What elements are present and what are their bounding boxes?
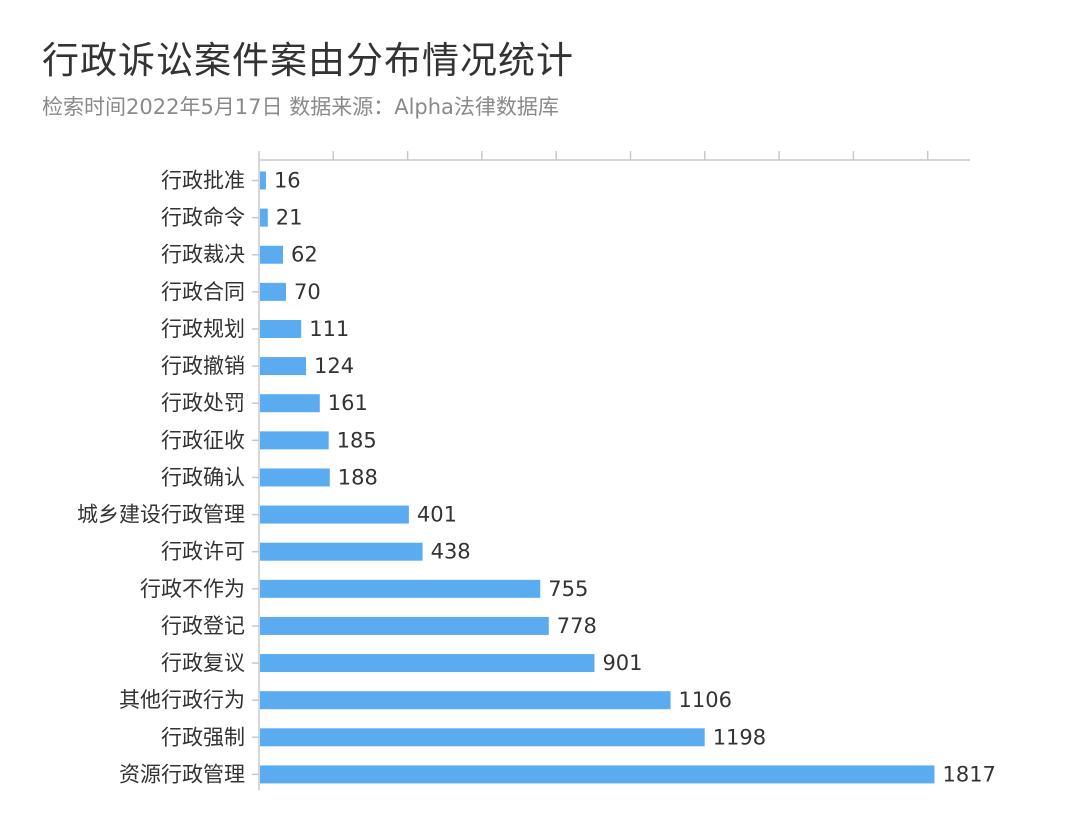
category-label: 行政批准 — [161, 169, 245, 193]
value-label: 185 — [337, 428, 377, 452]
category-label: 行政确认 — [161, 465, 245, 489]
value-label: 188 — [338, 465, 378, 489]
bar — [260, 245, 284, 264]
value-label: 755 — [548, 577, 588, 601]
value-label: 1817 — [942, 762, 995, 786]
bar — [260, 282, 286, 301]
category-label: 行政裁决 — [161, 243, 245, 267]
bar — [260, 394, 320, 413]
category-label: 行政不作为 — [140, 577, 245, 601]
category-label: 行政合同 — [161, 280, 245, 304]
category-label: 城乡建设行政管理 — [77, 503, 245, 527]
bar — [260, 505, 409, 524]
value-label: 778 — [557, 614, 597, 638]
bar — [260, 208, 268, 227]
bar — [260, 319, 302, 338]
category-label: 资源行政管理 — [119, 762, 245, 786]
bar — [260, 765, 935, 784]
category-label: 行政规划 — [161, 317, 245, 341]
bar — [260, 171, 266, 190]
category-label: 行政许可 — [161, 540, 245, 564]
value-label: 438 — [431, 540, 471, 564]
bar — [260, 728, 705, 747]
category-label: 行政复议 — [161, 651, 245, 675]
bar — [260, 542, 423, 561]
category-label: 行政征收 — [161, 428, 245, 452]
value-label: 111 — [309, 317, 349, 341]
value-label: 124 — [314, 354, 354, 378]
value-label: 1198 — [713, 725, 766, 749]
bar — [260, 579, 541, 598]
value-label: 16 — [274, 169, 301, 193]
bar — [260, 431, 329, 450]
category-label: 其他行政行为 — [119, 688, 245, 712]
category-label: 行政处罚 — [161, 391, 245, 415]
category-label: 行政命令 — [161, 206, 245, 230]
value-label: 70 — [294, 280, 321, 304]
value-label: 1106 — [679, 688, 732, 712]
bar — [260, 357, 307, 376]
category-label: 行政登记 — [161, 614, 245, 638]
value-label: 161 — [328, 391, 368, 415]
chart-title: 行政诉讼案件案由分布情况统计 — [42, 39, 574, 82]
chart-subtitle: 检索时间2022年5月17日 数据来源：Alpha法律数据库 — [42, 95, 559, 119]
value-label: 62 — [291, 243, 318, 267]
value-label: 901 — [602, 651, 642, 675]
bar — [260, 468, 330, 487]
category-label: 行政强制 — [161, 725, 245, 749]
bar — [260, 691, 671, 710]
value-label: 401 — [417, 503, 457, 527]
bar — [260, 654, 595, 673]
value-label: 21 — [276, 206, 303, 230]
bar — [260, 616, 549, 635]
category-label: 行政撤销 — [161, 354, 245, 378]
